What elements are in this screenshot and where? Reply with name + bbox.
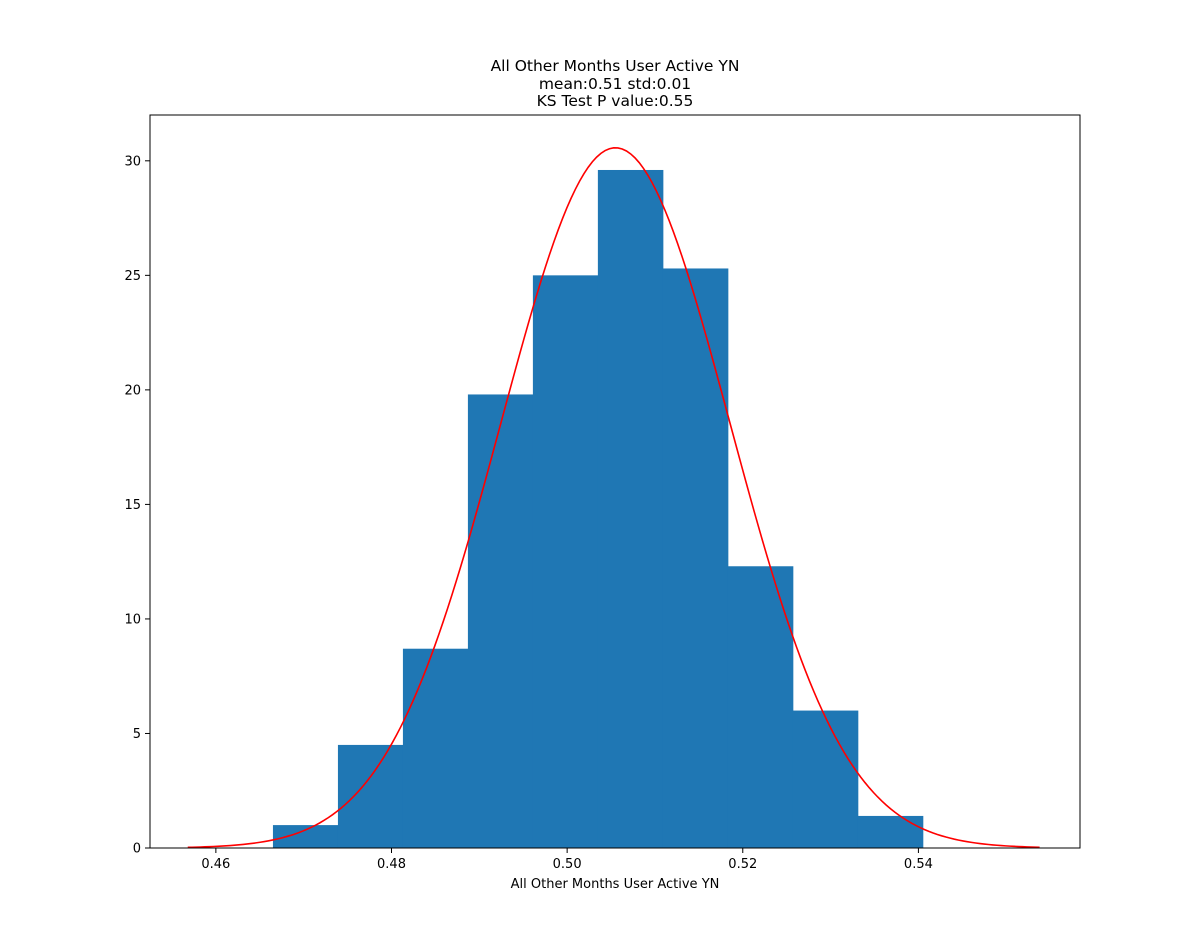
y-tick-label: 5 [133, 727, 141, 742]
histogram-bar [402, 648, 469, 848]
y-axis-ticks: 0 5 10 15 20 25 30 [124, 154, 150, 857]
chart-title-line-1: All Other Months User Active YN [491, 57, 740, 75]
histogram-bar [467, 394, 534, 848]
x-tick-label: 0.54 [904, 857, 933, 872]
histogram-bar [662, 268, 729, 848]
y-tick-label: 20 [124, 383, 141, 398]
histogram-bar [792, 710, 859, 848]
histogram-bar [337, 744, 404, 848]
x-tick-label: 0.50 [553, 857, 582, 872]
chart-title-line-2: mean:0.51 std:0.01 [539, 75, 691, 93]
y-tick-label: 15 [124, 498, 141, 513]
normal-fit-curve [187, 147, 1040, 849]
y-tick-label: 25 [124, 269, 141, 284]
histogram-bar [272, 825, 339, 848]
histogram-bar [727, 566, 794, 848]
chart-title: All Other Months User Active YN mean:0.5… [491, 57, 740, 110]
x-axis-ticks: 0.46 0.48 0.50 0.52 0.54 [201, 848, 933, 872]
y-tick-label: 0 [133, 842, 141, 857]
x-tick-label: 0.52 [728, 857, 757, 872]
plot-frame [149, 114, 1081, 849]
x-axis-label: All Other Months User Active YN [511, 877, 720, 892]
histogram-bar [597, 169, 664, 849]
histogram-bar [532, 275, 599, 848]
chart-title-line-3: KS Test P value:0.55 [537, 92, 694, 110]
histogram-bar [857, 815, 924, 848]
x-tick-label: 0.48 [377, 857, 406, 872]
normal-curve-group [187, 147, 1040, 849]
y-tick-label: 30 [124, 154, 141, 169]
histogram-bars [272, 169, 924, 849]
y-tick-label: 10 [124, 612, 141, 627]
x-tick-label: 0.46 [201, 857, 230, 872]
